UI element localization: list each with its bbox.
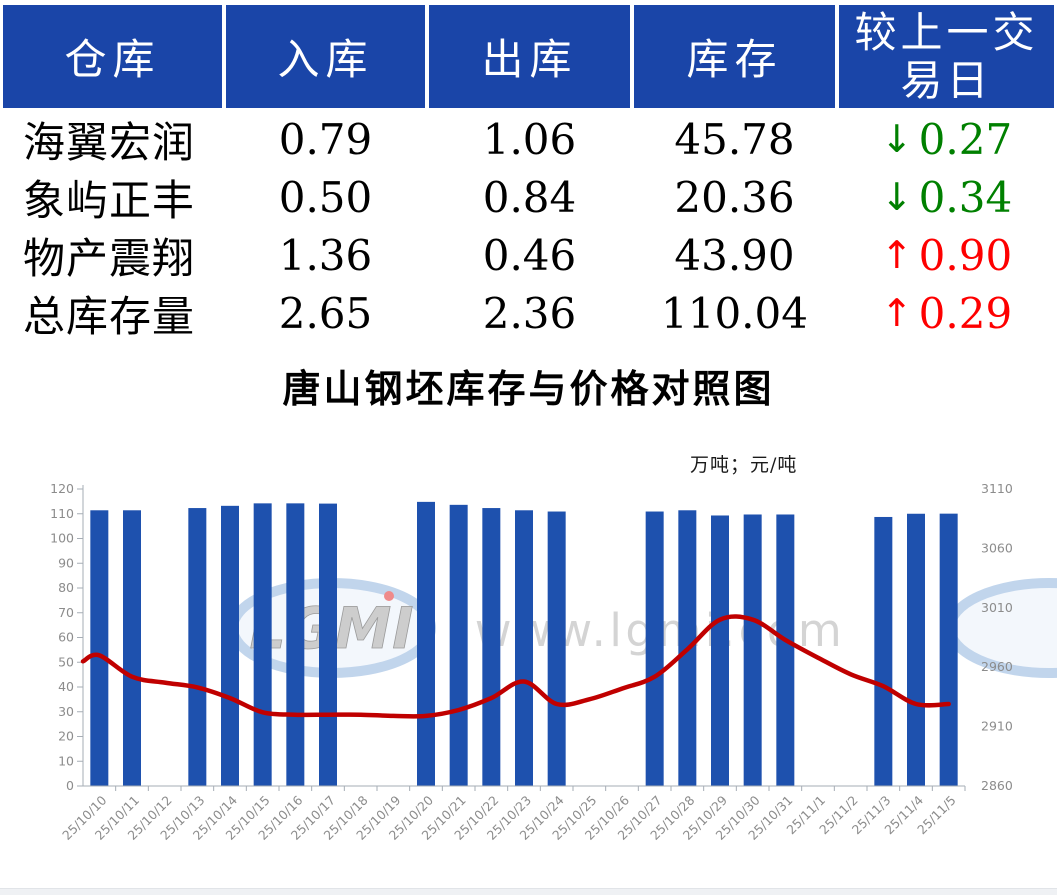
outbound-value: 2.36: [482, 288, 577, 338]
inventory-bar: [874, 516, 893, 786]
inventory-bar: [417, 501, 435, 786]
left-axis-tick-label: 110: [50, 506, 74, 521]
header-warehouse-label: 仓库: [64, 35, 161, 84]
left-axis-tick-label: 60: [58, 630, 74, 645]
chart-title: 唐山钢坯库存与价格对照图: [282, 366, 775, 411]
left-axis-tick-label: 120: [50, 481, 74, 496]
left-axis-tick-label: 70: [58, 605, 74, 620]
change-cell: ↑ 0.90: [839, 226, 1054, 284]
change-cell: ↓ 0.34: [839, 168, 1054, 226]
warehouse-name: 物产震翔: [23, 233, 196, 283]
right-axis-tick-label: 3010: [981, 600, 1013, 615]
change-arrow-icon: ↓: [880, 175, 913, 219]
right-axis-tick-label: 2860: [981, 778, 1013, 793]
right-axis-tick-label: 3060: [981, 540, 1013, 555]
left-axis-tick-label: 30: [58, 704, 74, 719]
left-axis-tick-label: 20: [58, 729, 74, 744]
change-arrow-icon: ↓: [880, 117, 913, 161]
inventory-bar: [123, 510, 141, 786]
left-axis-tick-label: 100: [50, 531, 74, 546]
change-number: 0.34: [918, 172, 1013, 222]
inventory-bar: [90, 510, 109, 786]
table-header: 仓库 入库 出库 库存 较上一交易日: [3, 5, 1054, 108]
inventory-bar: [188, 508, 207, 786]
inbound-value: 1.36: [278, 230, 373, 280]
inbound-value: 0.79: [278, 114, 373, 164]
stock-value: 43.90: [674, 230, 795, 280]
table-body: 海翼宏润 0.79 1.06 45.78 ↓ 0.27 象屿正丰 0.50 0.…: [3, 110, 1054, 342]
outbound-value: 0.46: [482, 230, 577, 280]
inventory-bar: [449, 504, 468, 786]
header-change-label: 较上一交易日: [854, 8, 1039, 105]
change-number: 0.27: [918, 114, 1013, 164]
footer-strip: [0, 888, 1057, 895]
inventory-bar: [939, 513, 958, 786]
inventory-bar: [515, 510, 533, 786]
inventory-bar: [776, 514, 795, 786]
left-axis-tick-label: 80: [58, 580, 74, 595]
left-axis-tick-label: 10: [58, 753, 74, 768]
change-number: 0.29: [918, 288, 1013, 338]
outbound-value: 1.06: [482, 114, 577, 164]
inventory-bar: [286, 503, 305, 786]
header-inbound: 入库: [226, 5, 425, 108]
inventory-bar: [907, 513, 925, 786]
price-line: [80, 614, 951, 719]
change-cell: ↓ 0.27: [839, 110, 1054, 168]
chart-units-label: 万吨；元/吨: [690, 454, 798, 476]
header-change: 较上一交易日: [839, 5, 1054, 108]
stock-value: 20.36: [674, 172, 795, 222]
change-cell: ↑ 0.29: [839, 284, 1054, 342]
change-arrow-icon: ↑: [880, 291, 913, 335]
header-warehouse: 仓库: [3, 5, 222, 108]
left-axis-tick-label: 50: [58, 654, 74, 669]
right-axis-tick-label: 3110: [981, 481, 1013, 496]
inventory-bar: [221, 505, 239, 786]
header-stock-label: 库存: [686, 35, 783, 84]
watermark-logo-accent-dot: [384, 591, 394, 601]
header-outbound: 出库: [429, 5, 630, 108]
warehouse-name: 象屿正丰: [23, 175, 196, 225]
change-number: 0.90: [918, 230, 1013, 280]
inventory-bar: [547, 511, 566, 786]
stock-value: 45.78: [674, 114, 795, 164]
inventory-bar: [743, 514, 762, 786]
inventory-price-chart: LGMIwww.lgmi.com010203040506070809010011…: [50, 481, 1057, 843]
change-arrow-icon: ↑: [880, 233, 913, 277]
left-axis-tick-label: 90: [58, 555, 74, 570]
header-stock: 库存: [634, 5, 835, 108]
warehouse-name: 海翼宏润: [23, 117, 196, 167]
inventory-bar: [482, 508, 501, 786]
inventory-bar: [711, 515, 729, 786]
left-axis-tick-label: 0: [66, 778, 74, 793]
inventory-bar: [253, 503, 272, 786]
inbound-value: 2.65: [278, 288, 373, 338]
right-axis-tick-label: 2910: [981, 719, 1013, 734]
inbound-value: 0.50: [278, 172, 373, 222]
header-inbound-label: 入库: [277, 35, 374, 84]
header-outbound-label: 出库: [481, 35, 578, 84]
inventory-bar: [645, 511, 664, 786]
right-axis-tick-label: 2960: [981, 659, 1013, 674]
left-axis-tick-label: 40: [58, 679, 74, 694]
warehouse-name: 总库存量: [23, 291, 196, 341]
outbound-value: 0.84: [482, 172, 577, 222]
inventory-bar: [319, 503, 337, 786]
stock-value: 110.04: [661, 288, 808, 338]
